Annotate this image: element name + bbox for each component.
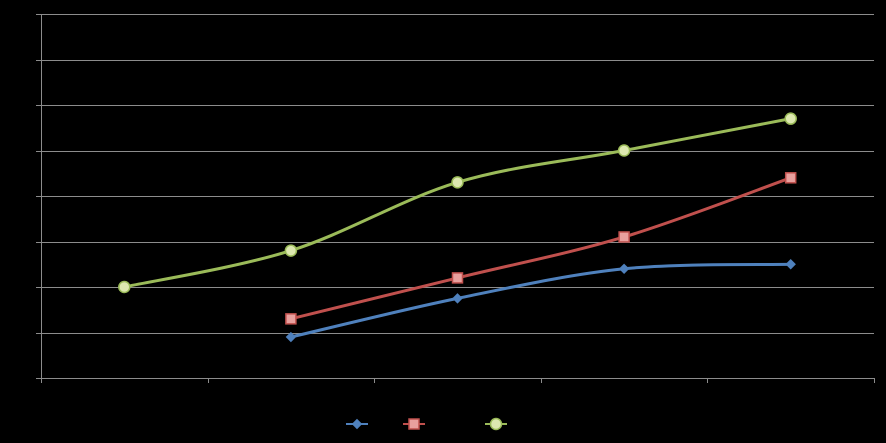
series-line-3 — [122, 117, 793, 289]
data-point-series-1 — [618, 263, 630, 275]
data-point-series-1 — [285, 331, 297, 343]
data-point-series-2 — [784, 172, 797, 184]
data-point-series-1 — [785, 259, 796, 270]
axes — [36, 14, 875, 383]
series-markers — [118, 112, 797, 343]
legend-marker-series-1 — [351, 418, 363, 430]
data-point-series-3 — [284, 244, 298, 257]
legend — [346, 417, 507, 431]
data-point-series-3 — [617, 144, 631, 157]
legend-marker-series-2 — [408, 418, 420, 430]
data-point-series-2 — [285, 313, 297, 325]
gridlines — [41, 14, 874, 334]
series-line-1 — [289, 262, 793, 339]
data-point-series-2 — [451, 272, 464, 284]
legend-marker-series-3 — [489, 417, 503, 431]
data-point-series-3 — [784, 112, 797, 125]
data-point-series-3 — [451, 176, 464, 189]
series-line-2 — [289, 176, 793, 321]
data-point-series-2 — [618, 231, 630, 243]
data-point-series-3 — [118, 280, 131, 294]
data-point-series-1 — [452, 293, 463, 304]
